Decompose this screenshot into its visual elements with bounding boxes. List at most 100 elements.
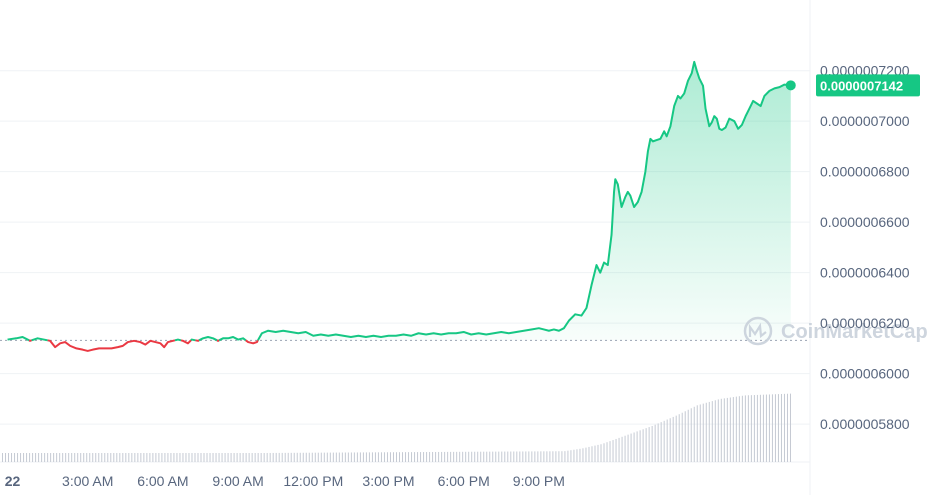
volume-bar (95, 453, 97, 462)
price-line-down (180, 339, 192, 345)
y-tick-label: 0.0000005800 (820, 416, 910, 432)
volume-bar (41, 453, 43, 462)
volume-bar (768, 394, 770, 462)
x-axis-ticks: 22 3:00 AM 6:00 AM 9:00 AM 12:00 PM 3:00 PM 6:… (5, 473, 565, 489)
volume-bar (615, 438, 617, 462)
volume-bar (519, 451, 521, 462)
volume-bar (251, 453, 253, 462)
volume-bar (332, 452, 334, 462)
volume-bar (459, 451, 461, 462)
volume-bar (257, 453, 259, 462)
volume-bar (128, 453, 130, 462)
volume-bar (729, 397, 731, 462)
volume-bar (630, 433, 632, 462)
volume-bar (726, 397, 728, 462)
volume-bar (71, 453, 73, 462)
volume-bar (474, 451, 476, 462)
volume-bar (56, 453, 58, 462)
volume-bar (293, 452, 295, 462)
volume-bar (624, 435, 626, 462)
volume-bar (645, 428, 647, 462)
volume-bar (143, 453, 145, 462)
volume-bar (651, 426, 653, 462)
volume-bar (663, 420, 665, 462)
volume-bar (657, 423, 659, 462)
volume-bar (287, 452, 289, 462)
volume-bar (507, 451, 509, 462)
volume-bar (759, 394, 761, 462)
volume-bar (137, 453, 139, 462)
volume-bar (555, 451, 557, 462)
coinmarketcap-watermark: CoinMarketCap (743, 316, 928, 346)
price-line-up (190, 338, 196, 342)
volume-bar (362, 452, 364, 462)
volume-bar (513, 451, 515, 462)
volume-bar (347, 452, 349, 462)
volume-bar (80, 453, 82, 462)
volume-bar (395, 452, 397, 462)
volume-bar (462, 451, 464, 462)
price-area-fill (7, 61, 791, 341)
current-price-tag: 0.0000007142 (816, 74, 920, 97)
volume-bar (492, 451, 494, 462)
price-line-up (7, 336, 30, 342)
watermark-text: CoinMarketCap (781, 321, 928, 343)
volume-bar (386, 452, 388, 462)
volume-bar (155, 453, 157, 462)
volume-bar (435, 451, 437, 462)
volume-bar (20, 453, 22, 462)
volume-bar (495, 451, 497, 462)
volume-bar (86, 453, 88, 462)
volume-bar (621, 436, 623, 462)
volume-bar (762, 394, 764, 462)
volume-bar (59, 453, 61, 462)
volume-bar (338, 452, 340, 462)
volume-bar (389, 452, 391, 462)
x-tick-label: 9:00 PM (513, 473, 565, 489)
volume-bar (230, 453, 232, 462)
volume-bar (323, 452, 325, 462)
volume-bar (723, 398, 725, 462)
volume-bar (561, 451, 563, 462)
volume-bar (753, 395, 755, 462)
volume-bar (158, 453, 160, 462)
volume-bar (224, 453, 226, 462)
volume-bar (504, 451, 506, 462)
volume-bar (200, 453, 202, 462)
volume-bar (221, 453, 223, 462)
volume-bar (717, 399, 719, 462)
volume-bar (588, 446, 590, 462)
volume-bar (525, 451, 527, 462)
volume-bar (411, 452, 413, 462)
volume-bar (5, 453, 7, 462)
volume-bar (350, 452, 352, 462)
volume-bar (573, 449, 575, 462)
volume-bar (660, 422, 662, 462)
volume-bar (528, 451, 530, 462)
volume-bar (408, 452, 410, 462)
volume-bar (747, 395, 749, 462)
volume-bar (576, 449, 578, 462)
volume-bar (699, 404, 701, 462)
y-axis-ticks: 0.00000072000.00000070000.00000068000.00… (820, 63, 910, 432)
volume-bar (353, 452, 355, 462)
volume-bar (23, 453, 25, 462)
volume-bar (134, 453, 136, 462)
volume-bar (68, 453, 70, 462)
volume-bar (173, 453, 175, 462)
price-line-up (218, 336, 247, 342)
volume-bar (161, 453, 163, 462)
volume-bar (606, 442, 608, 462)
volume-bar (567, 450, 569, 462)
volume-bar (636, 431, 638, 462)
volume-bar (480, 451, 482, 462)
volume-bar (218, 453, 220, 462)
volume-bar (371, 452, 373, 462)
volume-bar (191, 453, 193, 462)
volume-bar (702, 403, 704, 462)
volume-bar (233, 453, 235, 462)
volume-bar (681, 412, 683, 462)
volume-bar (125, 453, 127, 462)
current-price-dot[interactable] (785, 80, 796, 91)
